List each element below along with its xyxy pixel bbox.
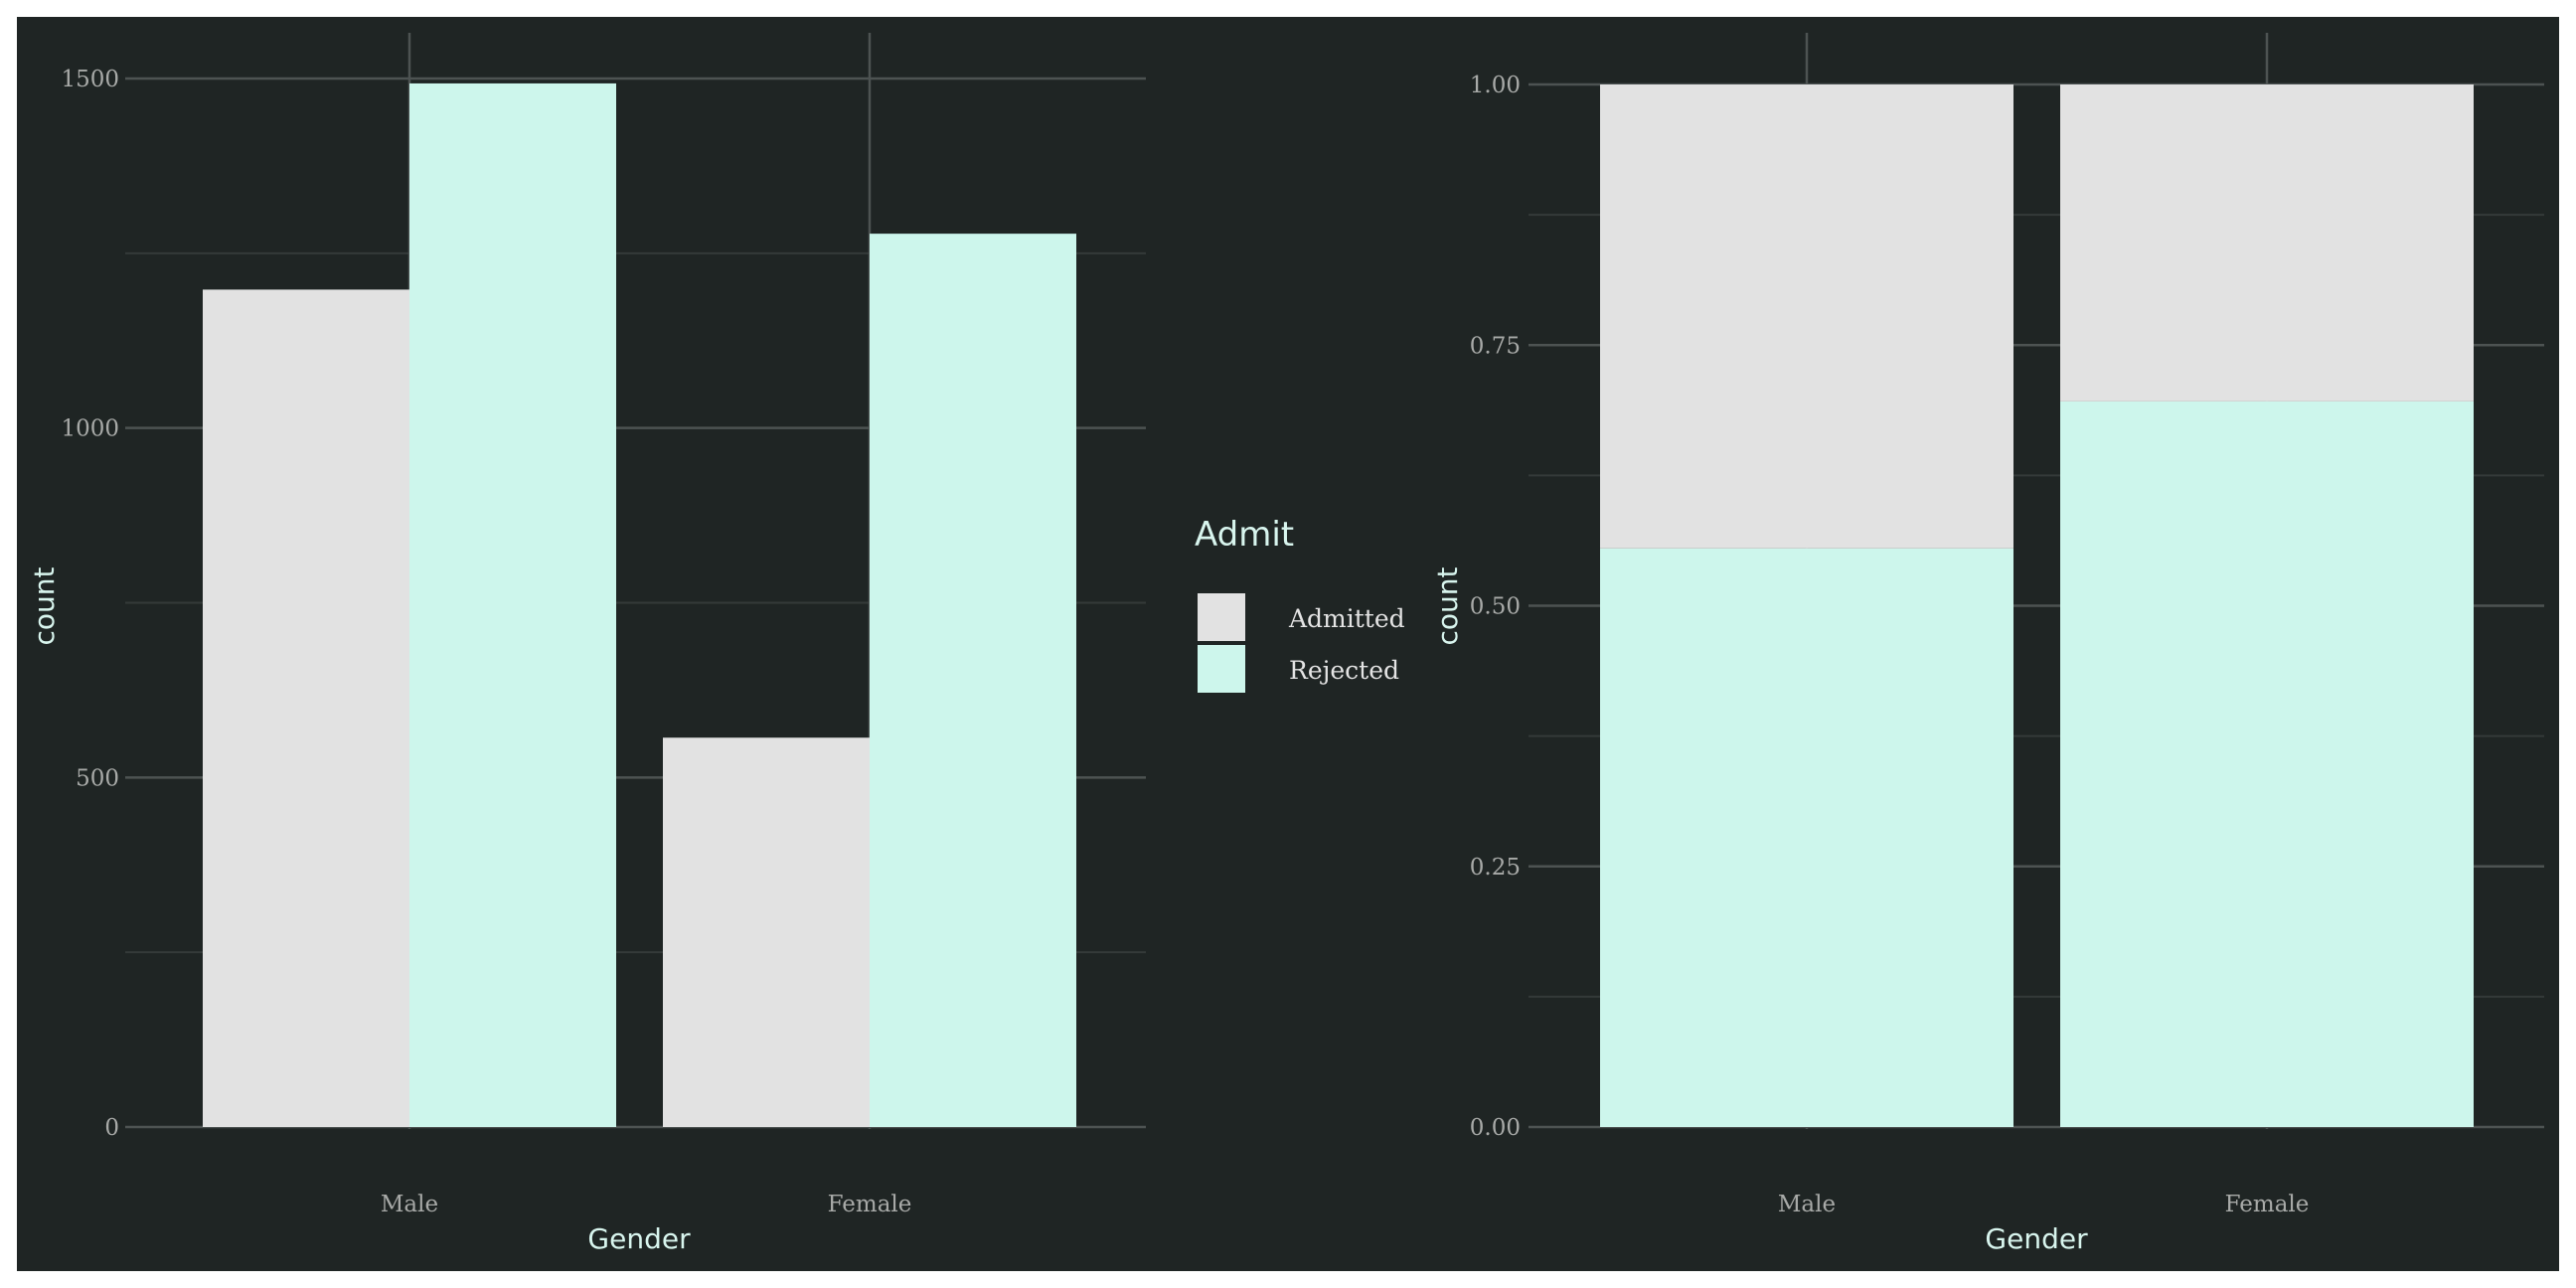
x-tick-label-female: Female [2225,1192,2310,1217]
proportion-chart-bars [1600,84,2474,1127]
proportion-chart-x-axis-title: Gender [1985,1222,2088,1255]
legend-label-rejected: Rejected [1289,656,1399,685]
y-tick-label: 0.25 [1470,855,1521,881]
count-chart-x-axis-title: Gender [587,1222,691,1255]
y-tick-label: 0.00 [1470,1115,1521,1141]
bar-female-admitted [663,737,870,1127]
bar-male-admitted [203,289,409,1127]
bar-male-admitted [1600,84,2013,549]
proportion-chart-y-ticks: 0.00 0.25 0.50 0.75 1.00 [1470,73,1521,1141]
y-tick-label: 1500 [61,67,119,92]
legend-key-rejected [1198,645,1245,693]
x-tick-label-female: Female [828,1192,912,1217]
y-tick-label: 500 [76,765,119,791]
y-tick-label: 1000 [61,416,119,442]
proportion-chart-y-axis-title: count [1431,566,1464,645]
proportion-chart-x-ticks: Male Female [1778,1192,2310,1217]
legend-label-admitted: Admitted [1288,604,1405,633]
legend: Admit Admitted Rejected [1195,515,1405,693]
bar-female-rejected [870,234,1076,1127]
count-chart-panel: 0 500 1000 1500 Male Female Gender count [28,33,1146,1255]
count-chart-y-axis-title: count [28,566,61,645]
x-tick-label-male: Male [1778,1192,1836,1217]
proportion-chart-panel: 0.00 0.25 0.50 0.75 1.00 Male Female Gender c… [1431,33,2544,1255]
y-tick-label: 1.00 [1470,73,1521,98]
bar-male-rejected [409,82,616,1127]
bar-female-rejected [2060,401,2474,1127]
x-tick-label-male: Male [381,1192,438,1217]
bar-female-admitted [2060,84,2474,402]
legend-key-admitted [1198,593,1245,641]
bar-male-rejected [1600,548,2013,1127]
count-chart-x-ticks: Male Female [381,1192,912,1217]
legend-title: Admit [1195,515,1294,555]
count-chart-bars [203,82,1076,1127]
y-tick-label: 0.50 [1470,594,1521,620]
count-chart-y-ticks: 0 500 1000 1500 [61,67,119,1141]
y-tick-label: 0 [104,1115,119,1141]
y-tick-label: 0.75 [1470,333,1521,359]
